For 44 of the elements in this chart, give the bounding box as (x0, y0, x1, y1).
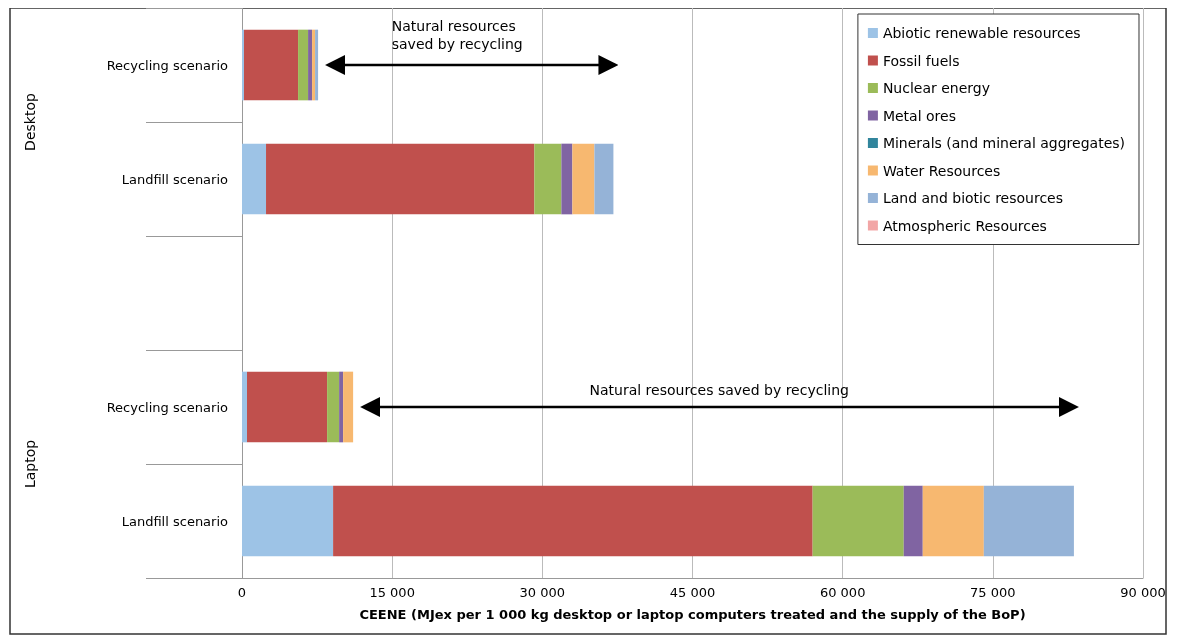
bar (242, 371, 248, 443)
bar (572, 143, 595, 215)
legend-label: Minerals (and mineral aggregates) (882, 135, 1126, 151)
x-axis-title: CEENE (MJex per 1 000 kg desktop or laptop computers treated and the supply of the BoP) (359, 607, 1026, 622)
bar (327, 371, 340, 443)
bar (561, 143, 573, 215)
x-tick-label: 45 000 (669, 585, 716, 600)
bar (242, 143, 267, 215)
x-tick-label: 90 000 (1120, 585, 1166, 600)
legend-label: Abiotic renewable resources (882, 25, 1081, 41)
bar (343, 371, 354, 443)
annotation: Natural resources saved by recycling (391, 18, 523, 52)
x-tick-label: 0 (237, 585, 247, 600)
bar (922, 485, 984, 557)
legend-label: Water Resources (882, 162, 1001, 179)
bar (534, 143, 562, 215)
y-tick-label: Landfill scenario (121, 171, 229, 187)
legend-label: Land and biotic resources (882, 190, 1063, 206)
legend-label: Fossil fuels (882, 52, 960, 69)
bar (244, 29, 299, 101)
bar (247, 371, 328, 443)
legend-label: Nuclear energy (882, 80, 991, 96)
y-tick-label: Recycling scenario (106, 57, 229, 73)
legend-label: Metal ores (882, 107, 956, 124)
bar (298, 29, 309, 101)
text: Laptop (22, 439, 38, 489)
x-tick-label: 30 000 (519, 585, 566, 600)
y-tick-label: Landfill scenario (121, 513, 229, 529)
x-tick-label: 75 000 (970, 585, 1016, 600)
bar (594, 143, 614, 215)
annotation: Natural resources saved by recycling (589, 382, 849, 398)
bar (812, 485, 904, 557)
y-tick-label: Recycling scenario (106, 399, 229, 415)
x-tick-label: 15 000 (369, 585, 415, 600)
bar (339, 371, 344, 443)
bar (333, 485, 813, 557)
bar (308, 29, 313, 101)
bar (903, 485, 923, 557)
bar (242, 485, 334, 557)
bar (266, 143, 535, 215)
bar (983, 485, 1074, 557)
text: Desktop (22, 93, 38, 151)
x-tick-label: 60 000 (819, 585, 866, 600)
legend-label: Atmospheric Resources (882, 217, 1047, 234)
